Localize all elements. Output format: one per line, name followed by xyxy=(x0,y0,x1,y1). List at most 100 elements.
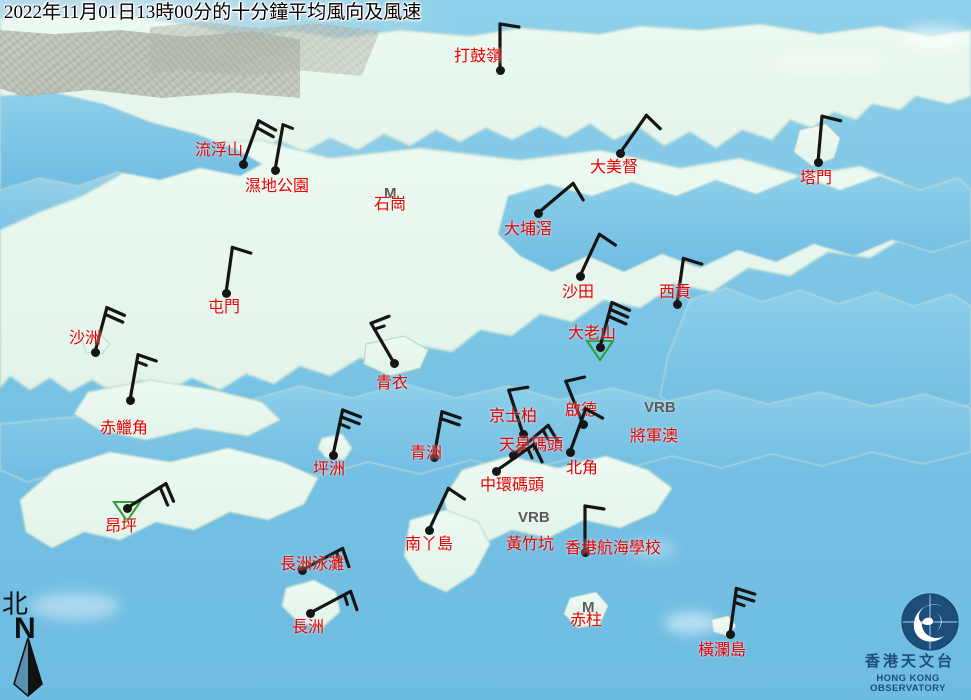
station-marker-dot xyxy=(122,503,132,513)
station-marker-dot xyxy=(725,629,735,639)
wind-barb-icon xyxy=(675,256,704,306)
missing-data-code: M xyxy=(582,599,595,616)
station-name-label: 西貢 xyxy=(659,284,692,301)
station-name-label: 打鼓嶺 xyxy=(454,48,503,65)
cloud-haze xyxy=(664,612,718,634)
station-marker-dot xyxy=(221,288,231,298)
station-name-label: 青衣 xyxy=(376,375,409,392)
compass-needle-icon xyxy=(13,637,43,698)
wind-barb-icon xyxy=(494,442,544,473)
wind-barb-icon xyxy=(369,314,396,365)
station-name-label: 塔門 xyxy=(800,170,833,187)
wind-barb-icon xyxy=(583,504,606,554)
station-marker-dot xyxy=(575,271,585,281)
station-marker-dot xyxy=(270,165,280,175)
wind-barb-icon xyxy=(128,353,158,402)
wind-barb-icon xyxy=(578,232,618,278)
wind-barb-icon xyxy=(498,22,521,72)
variable-wind-code: VRB xyxy=(644,399,676,416)
station-name-label: 赤鱲角 xyxy=(100,420,149,437)
station-marker-dot xyxy=(305,608,315,618)
station-name-label: 濕地公園 xyxy=(245,178,310,195)
wind-barb-icon xyxy=(241,119,278,166)
station-name-label: 沙洲 xyxy=(69,330,102,347)
compass-label-cn: 北 xyxy=(2,590,29,619)
station-name-label: 中環碼頭 xyxy=(480,477,545,494)
wind-barb-icon xyxy=(273,123,294,172)
station-name-label: 將軍澳 xyxy=(630,428,679,445)
station-name-label: 青洲 xyxy=(410,445,443,462)
station-name-label: 橫瀾島 xyxy=(698,642,747,659)
station-marker-dot xyxy=(495,65,505,75)
station-name-label: 流浮山 xyxy=(195,142,244,159)
station-name-label: 長洲 xyxy=(292,619,325,636)
wind-barb-icon xyxy=(300,546,351,572)
station-marker-dot xyxy=(813,157,823,167)
station-name-label: 長洲泳灘 xyxy=(280,556,345,573)
station-marker-dot xyxy=(424,525,434,535)
station-name-label: 大美督 xyxy=(590,159,639,176)
station-name-label: 大埔滘 xyxy=(504,221,553,238)
station-name-label: 大老山 xyxy=(568,325,617,342)
wind-barb-icon xyxy=(308,589,359,615)
hko-logo-text-cn: 香港天文台 xyxy=(864,654,955,670)
station-marker-dot xyxy=(90,347,100,357)
station-name-label: 京士柏 xyxy=(489,408,538,425)
cloud-haze xyxy=(630,540,676,558)
wind-barb-icon xyxy=(536,181,585,215)
cloud-haze xyxy=(770,52,890,72)
station-marker-dot xyxy=(328,450,338,460)
wind-barb-icon xyxy=(331,408,363,457)
station-name-label: 屯門 xyxy=(208,299,241,316)
station-marker-dot xyxy=(238,159,248,169)
page-title: 2022年11月01日13時00分的十分鐘平均風向及風速 xyxy=(4,2,422,23)
wind-barb-icon xyxy=(224,245,253,295)
station-marker-dot xyxy=(429,452,439,462)
wind-barb-icon xyxy=(507,385,530,436)
wind-barb-icon xyxy=(564,375,587,426)
station-marker-dot xyxy=(389,358,399,368)
hko-logo-text-en: HONG KONG OBSERVATORY xyxy=(870,673,946,694)
station-marker-dot xyxy=(297,565,307,575)
missing-data-code: M xyxy=(384,185,397,202)
station-name-label: 啟德 xyxy=(565,402,598,419)
compass-label-en: N xyxy=(14,612,36,645)
station-marker-dot xyxy=(518,429,528,439)
station-marker-dot xyxy=(565,447,575,457)
wind-barb-icon xyxy=(816,114,843,164)
wind-barb-icon xyxy=(618,113,662,155)
station-marker-dot xyxy=(595,342,605,352)
station-name-label: 北角 xyxy=(566,460,599,477)
station-marker-dot xyxy=(672,299,682,309)
station-marker-dot xyxy=(125,395,135,405)
station-name-label: 坪洲 xyxy=(313,461,346,478)
cloud-haze xyxy=(900,24,970,50)
variable-wind-code: VRB xyxy=(518,509,550,526)
cloud-haze xyxy=(30,592,120,620)
wind-barb-icon xyxy=(511,423,560,457)
station-marker-dot xyxy=(578,419,588,429)
wind-barb-icon xyxy=(728,586,757,636)
station-marker-dot xyxy=(491,466,501,476)
station-name-label: 沙田 xyxy=(562,284,595,301)
compass-rose: 北 N xyxy=(2,592,64,698)
station-name-label: 黃竹坑 xyxy=(506,536,555,553)
satellite-imagery-patch-2 xyxy=(150,22,380,76)
station-marker-dot xyxy=(580,547,590,557)
hko-emblem-icon xyxy=(901,593,959,651)
wind-barb-icon xyxy=(93,306,127,354)
hko-logo: 香港天文台 HONG KONG OBSERVATORY xyxy=(846,592,970,698)
wind-barb-icon xyxy=(432,410,462,459)
station-name-label: 赤柱 xyxy=(570,612,603,629)
station-name-label: 石崗 xyxy=(374,196,407,213)
wind-barb-icon xyxy=(568,407,605,454)
station-marker-dot xyxy=(533,208,543,218)
wind-barb-icon xyxy=(125,481,176,510)
wind-barb-icon xyxy=(427,486,467,532)
wind-barb-icon xyxy=(598,301,632,349)
station-name-label: 昂坪 xyxy=(105,518,138,535)
station-name-label: 香港航海學校 xyxy=(565,540,662,557)
station-marker-dot xyxy=(508,450,518,460)
